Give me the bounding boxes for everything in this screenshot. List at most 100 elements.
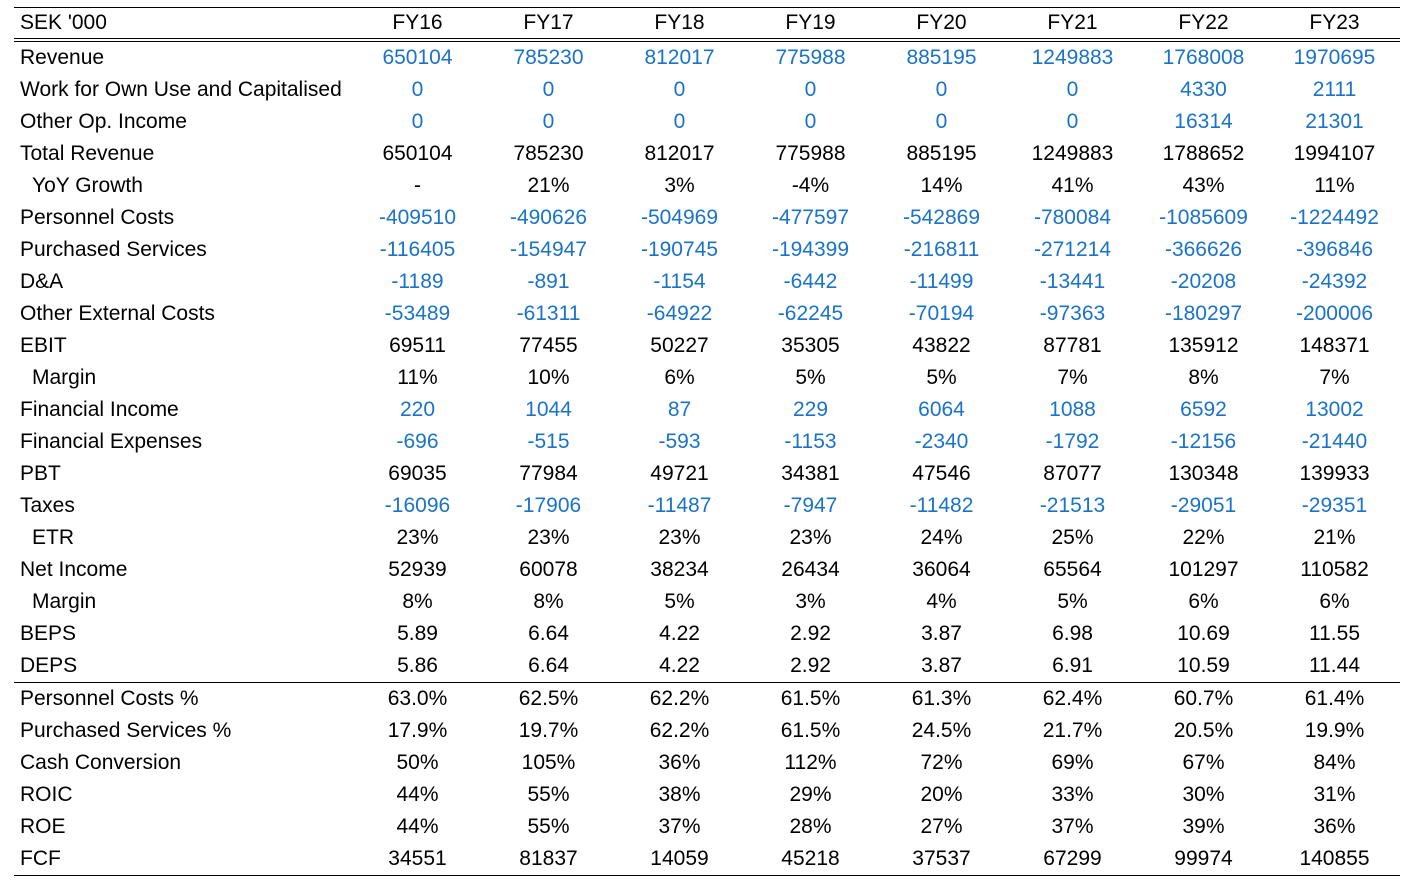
value-cell[interactable]: 87077	[1043, 462, 1102, 485]
value-cell[interactable]: 87	[667, 398, 692, 421]
value-cell[interactable]: 63.0%	[352, 682, 483, 715]
value-cell[interactable]: 6.91	[1052, 654, 1093, 677]
value-cell[interactable]: -70194	[908, 302, 975, 325]
value-cell[interactable]: 30%	[1182, 783, 1225, 806]
value-cell[interactable]: 10%	[527, 366, 570, 389]
value-cell[interactable]: -12156	[1170, 430, 1237, 453]
row-label[interactable]: EBIT	[20, 334, 67, 357]
value-cell[interactable]: 0	[673, 110, 686, 133]
value-cell[interactable]: 135912	[1168, 334, 1239, 357]
value-cell[interactable]: -116405	[379, 238, 456, 261]
value-cell[interactable]: -62245	[777, 302, 844, 325]
value-cell[interactable]: 62.5%	[483, 682, 614, 715]
value-cell[interactable]: 650104	[382, 46, 453, 69]
value-cell[interactable]: 34381	[781, 462, 840, 485]
value-cell[interactable]: 5%	[664, 590, 695, 613]
value-cell[interactable]: 3.87	[921, 654, 962, 677]
row-label[interactable]: Other Op. Income	[20, 110, 187, 133]
value-cell[interactable]: 43%	[1182, 174, 1225, 197]
value-cell[interactable]: -1154	[653, 270, 706, 293]
value-cell[interactable]: 11.44	[1309, 654, 1360, 677]
value-cell[interactable]: -216811	[903, 238, 980, 261]
value-cell[interactable]: 26434	[781, 558, 840, 581]
value-cell[interactable]: -477597	[771, 206, 850, 229]
value-cell[interactable]: 28%	[789, 815, 832, 838]
value-cell[interactable]: 6064	[918, 398, 965, 421]
value-cell[interactable]: 49721	[650, 462, 709, 485]
value-cell[interactable]: 23%	[396, 526, 439, 549]
value-cell[interactable]: 37%	[658, 815, 701, 838]
value-cell[interactable]: 775988	[775, 142, 846, 165]
value-cell[interactable]: 33%	[1051, 783, 1094, 806]
value-cell[interactable]: 16314	[1174, 110, 1233, 133]
value-cell[interactable]: 77455	[519, 334, 578, 357]
value-cell[interactable]: 650104	[382, 142, 453, 165]
value-cell[interactable]: 55%	[527, 815, 570, 838]
value-cell[interactable]: 45218	[745, 843, 876, 876]
value-cell[interactable]: 69%	[1051, 751, 1094, 774]
value-cell[interactable]: 23%	[789, 526, 832, 549]
row-label[interactable]: BEPS	[20, 622, 77, 645]
value-cell[interactable]: 785230	[513, 142, 584, 165]
value-cell[interactable]: -64922	[646, 302, 713, 325]
value-cell[interactable]: -11482	[909, 494, 974, 517]
value-cell[interactable]: 1994107	[1293, 142, 1376, 165]
value-cell[interactable]: 0	[411, 110, 424, 133]
value-cell[interactable]: -504969	[640, 206, 719, 229]
value-cell[interactable]: 812017	[644, 142, 715, 165]
row-label[interactable]: Margin	[32, 590, 97, 613]
value-cell[interactable]: 52939	[388, 558, 447, 581]
value-cell[interactable]: 24.5%	[911, 719, 972, 742]
value-cell[interactable]: 1970695	[1293, 46, 1376, 69]
row-label[interactable]: FCF	[14, 843, 352, 876]
value-cell[interactable]: 2.92	[790, 654, 831, 677]
value-cell[interactable]: 38%	[658, 783, 701, 806]
value-cell[interactable]: 35305	[781, 334, 840, 357]
value-cell[interactable]: 10.59	[1177, 654, 1230, 677]
value-cell[interactable]: 14%	[920, 174, 963, 197]
value-cell[interactable]: -1189	[391, 270, 444, 293]
value-cell[interactable]: 2111	[1312, 78, 1357, 101]
value-cell[interactable]: -61311	[516, 302, 581, 325]
value-cell[interactable]: 139933	[1299, 462, 1370, 485]
value-cell[interactable]: 148371	[1299, 334, 1370, 357]
value-cell[interactable]: 6.64	[528, 654, 569, 677]
value-cell[interactable]: 62.2%	[649, 719, 710, 742]
value-cell[interactable]: 885195	[906, 142, 977, 165]
value-cell[interactable]: 81837	[483, 843, 614, 876]
value-cell[interactable]: -194399	[771, 238, 850, 261]
value-cell[interactable]: 0	[935, 110, 948, 133]
value-cell[interactable]: 8%	[533, 590, 564, 613]
value-cell[interactable]: 0	[411, 78, 424, 101]
value-cell[interactable]: 19.7%	[518, 719, 579, 742]
value-cell[interactable]: -97363	[1039, 302, 1106, 325]
value-cell[interactable]: 25%	[1051, 526, 1094, 549]
value-cell[interactable]: 27%	[920, 815, 963, 838]
value-cell[interactable]: -29051	[1170, 494, 1237, 517]
value-cell[interactable]: 8%	[402, 590, 433, 613]
value-cell[interactable]: -1153	[784, 430, 837, 453]
row-label[interactable]: Personnel Costs	[20, 206, 175, 229]
row-label[interactable]: YoY Growth	[32, 174, 143, 197]
value-cell[interactable]: 61.3%	[876, 682, 1007, 715]
value-cell[interactable]: 84%	[1313, 751, 1356, 774]
value-cell[interactable]: 62.4%	[1007, 682, 1138, 715]
value-cell[interactable]: 2.92	[790, 622, 831, 645]
value-cell[interactable]: 0	[935, 78, 948, 101]
value-cell[interactable]: 7%	[1057, 366, 1088, 389]
value-cell[interactable]: 23%	[527, 526, 570, 549]
value-cell[interactable]: -396846	[1295, 238, 1374, 261]
value-cell[interactable]: 220	[399, 398, 436, 421]
value-cell[interactable]: 0	[542, 78, 555, 101]
value-cell[interactable]: 5%	[795, 366, 826, 389]
value-cell[interactable]: 17.9%	[387, 719, 448, 742]
value-cell[interactable]: -190745	[640, 238, 719, 261]
value-cell[interactable]: 67%	[1182, 751, 1225, 774]
row-label[interactable]: Revenue	[20, 46, 105, 69]
row-label[interactable]: Cash Conversion	[20, 751, 182, 774]
value-cell[interactable]: 0	[804, 110, 817, 133]
value-cell[interactable]: 130348	[1168, 462, 1239, 485]
value-cell[interactable]: -2340	[914, 430, 969, 453]
value-cell[interactable]: 60.7%	[1138, 682, 1269, 715]
row-label[interactable]: Other External Costs	[20, 302, 215, 325]
